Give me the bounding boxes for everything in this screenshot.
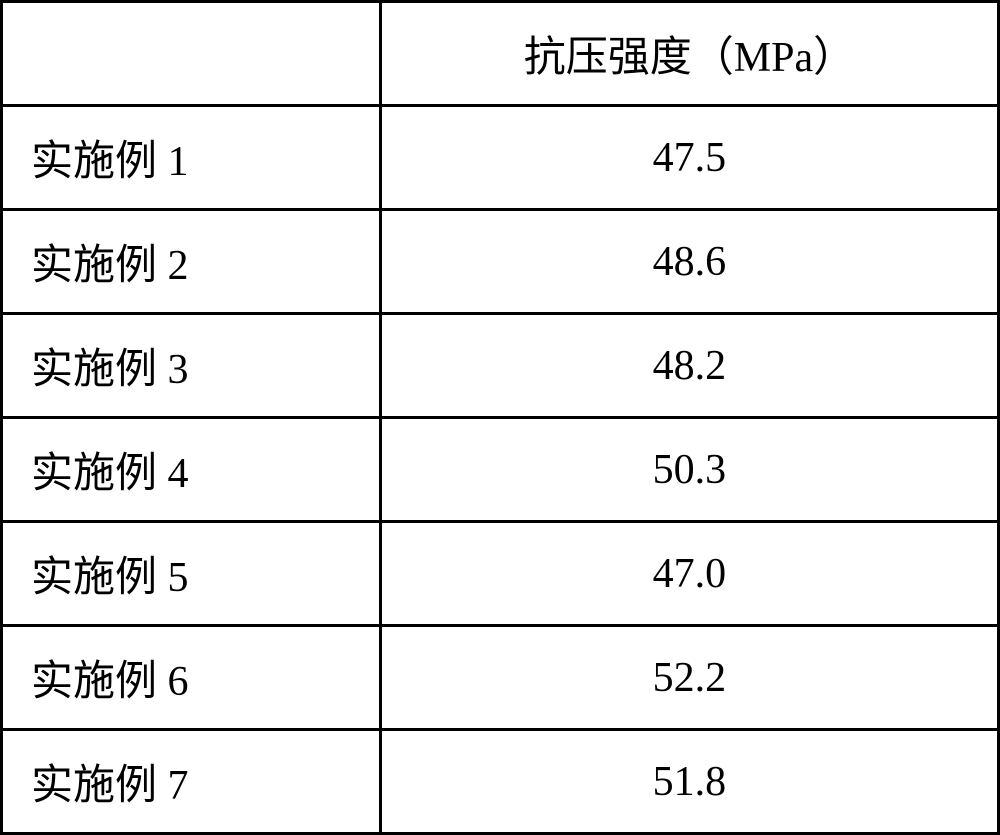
row-label: 实施例 4 <box>2 418 381 522</box>
header-label-cell <box>2 2 381 106</box>
compressive-strength-table: 抗压强度（MPa） 实施例 1 47.5 实施例 2 48.6 实施例 3 48… <box>0 0 1000 835</box>
row-label: 实施例 6 <box>2 626 381 730</box>
row-label: 实施例 7 <box>2 730 381 834</box>
row-value: 47.5 <box>380 106 998 210</box>
row-label: 实施例 2 <box>2 210 381 314</box>
table-header-row: 抗压强度（MPa） <box>2 2 999 106</box>
table-row: 实施例 1 47.5 <box>2 106 999 210</box>
header-value-cell: 抗压强度（MPa） <box>380 2 998 106</box>
row-label: 实施例 3 <box>2 314 381 418</box>
table-row: 实施例 7 51.8 <box>2 730 999 834</box>
row-value: 48.2 <box>380 314 998 418</box>
row-value: 48.6 <box>380 210 998 314</box>
table-row: 实施例 3 48.2 <box>2 314 999 418</box>
row-value: 47.0 <box>380 522 998 626</box>
data-table-container: 抗压强度（MPa） 实施例 1 47.5 实施例 2 48.6 实施例 3 48… <box>0 0 1000 835</box>
row-value: 52.2 <box>380 626 998 730</box>
row-label: 实施例 5 <box>2 522 381 626</box>
row-value: 50.3 <box>380 418 998 522</box>
table-row: 实施例 4 50.3 <box>2 418 999 522</box>
row-label: 实施例 1 <box>2 106 381 210</box>
table-row: 实施例 6 52.2 <box>2 626 999 730</box>
table-row: 实施例 5 47.0 <box>2 522 999 626</box>
table-row: 实施例 2 48.6 <box>2 210 999 314</box>
row-value: 51.8 <box>380 730 998 834</box>
